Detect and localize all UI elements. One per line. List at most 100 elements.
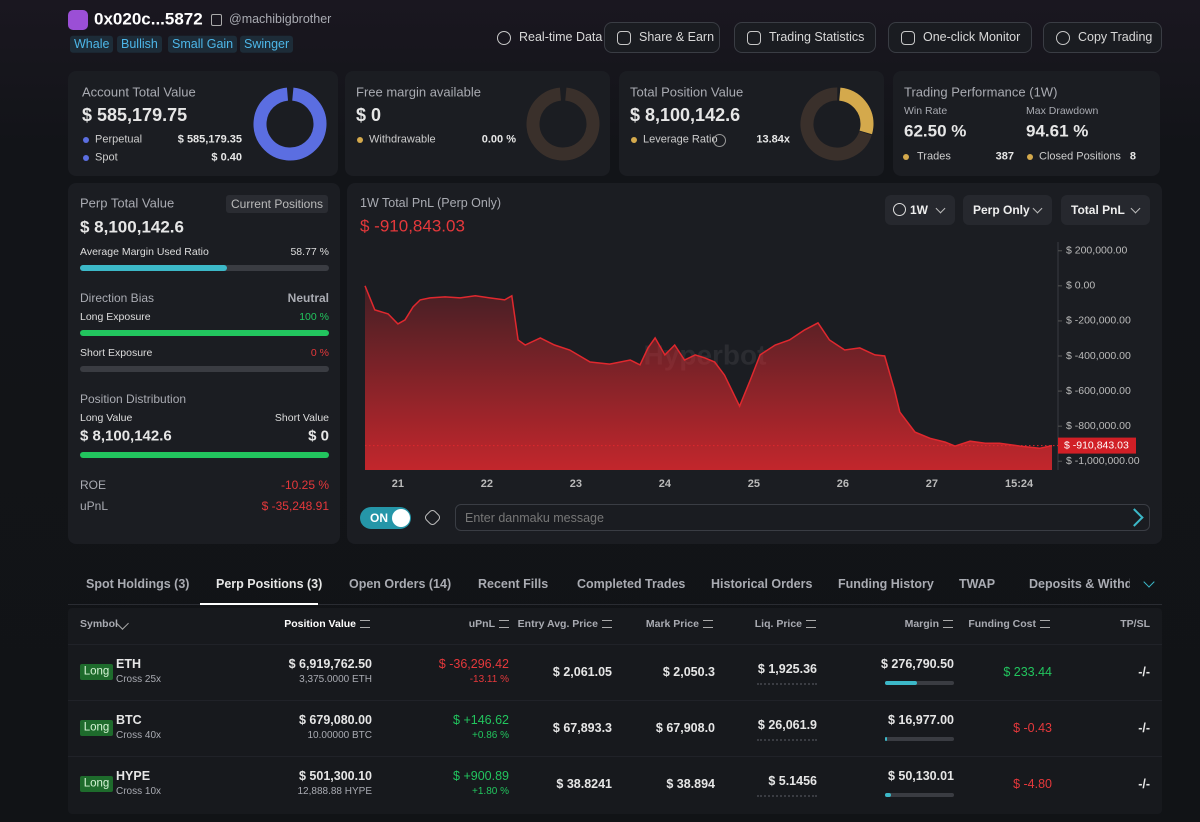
tab[interactable]: Recent Fills — [478, 576, 549, 591]
column-header[interactable]: uPnL — [468, 617, 495, 630]
header-button[interactable]: Real-time Data — [484, 22, 602, 53]
value: $ 0 — [308, 427, 329, 445]
mark-price: $ 67,908.0 — [655, 720, 715, 735]
tag: Small Gain — [168, 35, 238, 53]
liq-track — [757, 795, 817, 799]
column-header[interactable]: Mark Price — [645, 617, 699, 630]
donut-segment — [526, 87, 600, 161]
entry-price: $ 38.8241 — [556, 776, 612, 791]
label: Average Margin Used Ratio — [80, 245, 209, 258]
label: Short Exposure — [80, 346, 153, 359]
x-tick-label: 27 — [926, 478, 938, 490]
chart-control[interactable] — [963, 195, 1052, 225]
sort-icon — [943, 620, 953, 628]
button-icon — [497, 30, 511, 45]
tab[interactable]: Historical Orders — [711, 576, 813, 591]
stat-value: 62.50 % — [904, 121, 967, 141]
value: $ 8,100,142.6 — [80, 427, 172, 445]
label: Short Value — [274, 411, 329, 424]
header-button[interactable]: Copy Trading — [1043, 22, 1162, 53]
header-button[interactable]: Trading Statistics — [734, 22, 876, 53]
tag: Bullish — [117, 35, 162, 53]
liq-price: $ 5.1456 — [768, 773, 817, 788]
card-value: $ 8,100,142.6 — [630, 105, 741, 125]
symbol: ETH — [116, 656, 141, 671]
tag: Swinger — [240, 35, 294, 53]
tab[interactable]: Perp Positions (3) — [216, 576, 323, 591]
position-size: 10.00000 BTC — [307, 730, 373, 741]
row-label: Withdrawable — [369, 133, 436, 146]
row-value: $ 0.40 — [211, 151, 242, 164]
tab[interactable]: TWAP — [959, 576, 996, 591]
value: Neutral — [287, 291, 329, 305]
legend-dot — [631, 137, 637, 143]
button-icon — [617, 30, 631, 45]
button-label: Trading Statistics — [769, 30, 865, 45]
section-title: Position Distribution — [80, 392, 187, 406]
copy-icon[interactable] — [211, 14, 222, 26]
column-header[interactable]: Liq. Price — [754, 617, 802, 630]
danmaku-input[interactable] — [455, 504, 1150, 531]
row-divider — [68, 700, 1162, 701]
chart-title: 1W Total PnL (Perp Only) — [360, 195, 502, 210]
row-label: Closed Positions — [1039, 150, 1121, 163]
progress-fill — [80, 452, 329, 458]
tab[interactable]: Completed Trades — [577, 576, 686, 591]
help-icon[interactable] — [713, 134, 726, 147]
x-tick-label: 23 — [570, 478, 582, 490]
pnl-area — [365, 285, 1052, 470]
margin-fill — [885, 681, 918, 685]
card-title: Account Total Value — [82, 84, 196, 100]
row-divider — [68, 756, 1162, 757]
y-tick-label: $ 200,000.00 — [1066, 245, 1127, 257]
position-size: 3,375.0000 ETH — [299, 674, 372, 685]
column-header[interactable]: Position Value — [284, 617, 356, 630]
y-tick-label: $ 0.00 — [1066, 280, 1095, 292]
value: -10.25 % — [280, 478, 329, 492]
tp-sl: -/- — [1138, 664, 1150, 679]
sort-icon — [703, 620, 713, 628]
y-tick-label: $ -1,000,000.00 — [1066, 455, 1140, 467]
x-tick-label: 25 — [748, 478, 760, 490]
row-value: $ 585,179.35 — [177, 133, 242, 146]
card-value: $ 8,100,142.6 — [80, 217, 184, 237]
column-header[interactable]: Funding Cost — [968, 617, 1036, 630]
tp-sl: -/- — [1138, 776, 1150, 791]
column-header: TP/SL — [1120, 617, 1150, 630]
row-label: Spot — [95, 151, 118, 164]
donut-segment — [800, 87, 874, 161]
column-header[interactable]: Entry Avg. Price — [517, 617, 598, 630]
tabs-chevron[interactable] — [1143, 576, 1155, 588]
badge: Current Positions — [230, 197, 324, 211]
liq-track — [757, 683, 817, 687]
y-tick-label: $ -600,000.00 — [1066, 385, 1131, 397]
header-button[interactable]: One-click Monitor — [888, 22, 1032, 53]
tab[interactable]: Deposits & Withdra — [1029, 577, 1130, 591]
progress-track — [80, 366, 329, 372]
avatar — [68, 10, 88, 30]
tab[interactable]: Spot Holdings (3) — [86, 576, 190, 591]
tag: Whale — [70, 35, 114, 53]
position-value: $ 679,080.00 — [299, 712, 372, 727]
sort-icon — [360, 620, 370, 628]
entry-price: $ 67,893.3 — [552, 720, 612, 735]
x-tick-label: 24 — [659, 478, 672, 490]
x-tick-label: 15:24 — [1005, 478, 1034, 490]
tab[interactable]: Open Orders (14) — [349, 576, 452, 591]
input-placeholder: Enter danmaku message — [465, 510, 604, 525]
section-title: Direction Bias — [80, 291, 155, 305]
label: Long Value — [80, 411, 133, 424]
progress-fill — [80, 265, 227, 271]
tab[interactable]: Funding History — [838, 576, 934, 591]
progress-fill — [80, 330, 329, 336]
header-button[interactable]: Share & Earn — [604, 22, 720, 53]
summary-card — [893, 71, 1160, 176]
legend-dot — [83, 137, 89, 143]
button-label: Copy Trading — [1078, 30, 1153, 45]
column-header[interactable]: Margin — [904, 617, 939, 630]
mark-price: $ 38.894 — [666, 776, 715, 791]
button-icon — [1056, 30, 1070, 45]
row-value: 8 — [1129, 150, 1136, 163]
x-tick-label: 26 — [837, 478, 849, 490]
chart-control[interactable] — [1061, 195, 1150, 225]
